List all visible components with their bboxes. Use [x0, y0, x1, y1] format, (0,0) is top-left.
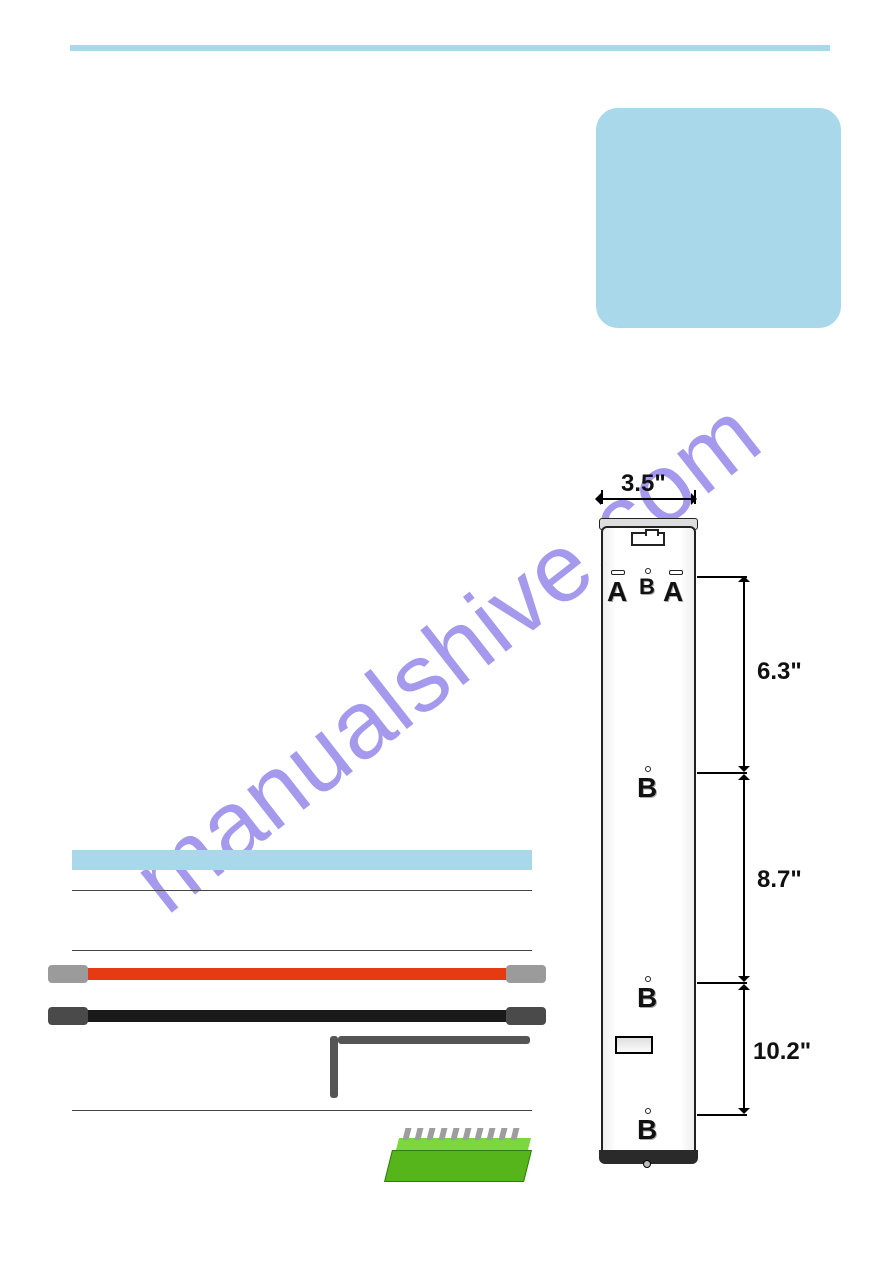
table-divider	[72, 890, 532, 891]
label-B-3: B	[637, 1116, 657, 1144]
table-divider	[72, 1110, 532, 1111]
accessories-header-band	[72, 850, 532, 870]
dim-3: 10.2"	[753, 1038, 811, 1066]
callout-box	[596, 108, 841, 328]
usb-port-icon	[615, 1036, 653, 1054]
header-rule	[70, 45, 830, 51]
unit-outline	[601, 526, 696, 1156]
terminal-block-illustration	[383, 1128, 538, 1188]
negative-cable-illustration	[82, 1010, 512, 1022]
label-A-right: A	[663, 578, 683, 606]
label-B-top: B	[639, 576, 655, 598]
label-A-left: A	[607, 578, 627, 606]
label-B-1: B	[637, 774, 657, 802]
dim-1: 6.3"	[757, 658, 802, 686]
positive-cable-illustration	[82, 968, 512, 980]
rj45-port-icon	[631, 532, 665, 546]
unit-dimension-diagram: 3.5" A B A B B B 6.3" 8.7" 10.2"	[571, 478, 831, 1178]
hex-key-illustration	[330, 1036, 530, 1106]
table-divider	[72, 950, 532, 951]
label-B-2: B	[637, 984, 657, 1012]
width-dimension: 3.5"	[621, 470, 666, 498]
dim-2: 8.7"	[757, 866, 802, 894]
